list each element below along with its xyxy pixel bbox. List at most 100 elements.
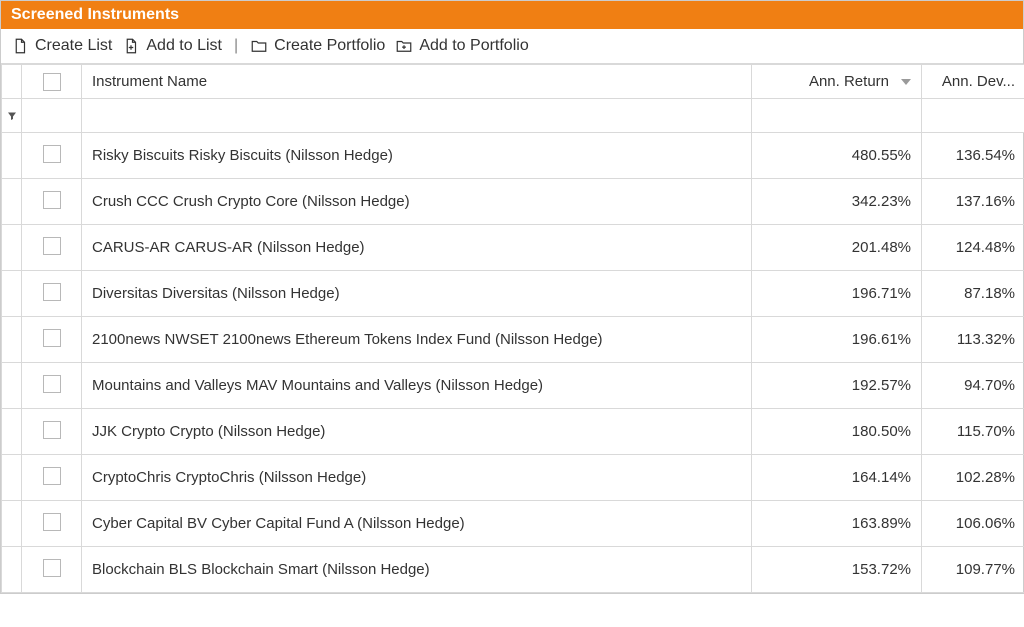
row-select-cell[interactable] [22, 363, 82, 409]
row-select-cell[interactable] [22, 409, 82, 455]
instrument-name-cell: Cyber Capital BV Cyber Capital Fund A (N… [82, 501, 752, 547]
folder-icon [250, 37, 268, 55]
instrument-name-cell: CryptoChris CryptoChris (Nilsson Hedge) [82, 455, 752, 501]
ann-return-cell: 342.23% [752, 179, 922, 225]
add-to-portfolio-label: Add to Portfolio [419, 37, 528, 55]
row-handle [2, 133, 22, 179]
ann-return-cell: 201.48% [752, 225, 922, 271]
row-handle [2, 225, 22, 271]
row-checkbox[interactable] [43, 421, 61, 439]
ann-dev-cell: 94.70% [922, 363, 1024, 409]
row-checkbox[interactable] [43, 559, 61, 577]
ann-dev-cell: 137.16% [922, 179, 1024, 225]
filter-icon [2, 99, 21, 132]
select-all-header[interactable] [22, 65, 82, 99]
row-checkbox[interactable] [43, 513, 61, 531]
column-label-ann-dev: Ann. Dev... [942, 73, 1015, 90]
row-select-cell[interactable] [22, 225, 82, 271]
row-handle [2, 547, 22, 593]
ann-dev-cell: 102.28% [922, 455, 1024, 501]
filter-handle-cell[interactable] [2, 99, 22, 133]
row-select-cell[interactable] [22, 179, 82, 225]
row-handle [2, 271, 22, 317]
row-checkbox[interactable] [43, 237, 61, 255]
row-checkbox[interactable] [43, 329, 61, 347]
ann-dev-cell: 124.48% [922, 225, 1024, 271]
filter-return-cell[interactable] [752, 99, 922, 133]
column-header-ann-return[interactable]: Ann. Return [752, 65, 922, 99]
column-header-instrument-name[interactable]: Instrument Name [82, 65, 752, 99]
create-portfolio-label: Create Portfolio [274, 37, 385, 55]
ann-return-cell: 180.50% [752, 409, 922, 455]
row-select-cell[interactable] [22, 501, 82, 547]
add-to-list-button[interactable]: Add to List [122, 37, 222, 55]
column-label-ann-return: Ann. Return [809, 73, 889, 90]
toolbar-separator: | [232, 37, 240, 55]
table-row[interactable]: 2100news NWSET 2100news Ethereum Tokens … [2, 317, 1024, 363]
ann-dev-cell: 115.70% [922, 409, 1024, 455]
add-to-list-label: Add to List [146, 37, 222, 55]
ann-return-cell: 196.71% [752, 271, 922, 317]
create-list-label: Create List [35, 37, 112, 55]
ann-return-cell: 192.57% [752, 363, 922, 409]
ann-dev-cell: 106.06% [922, 501, 1024, 547]
filter-dev-cell[interactable] [922, 99, 1024, 133]
instrument-name-cell: Diversitas Diversitas (Nilsson Hedge) [82, 271, 752, 317]
panel-title: Screened Instruments [1, 1, 1023, 29]
table-row[interactable]: JJK Crypto Crypto (Nilsson Hedge)180.50%… [2, 409, 1024, 455]
filter-check-cell [22, 99, 82, 133]
table-row[interactable]: Risky Biscuits Risky Biscuits (Nilsson H… [2, 133, 1024, 179]
instrument-name-cell: CARUS-AR CARUS-AR (Nilsson Hedge) [82, 225, 752, 271]
row-checkbox[interactable] [43, 467, 61, 485]
instrument-name-cell: Crush CCC Crush Crypto Core (Nilsson Hed… [82, 179, 752, 225]
row-handle [2, 363, 22, 409]
table-row[interactable]: Mountains and Valleys MAV Mountains and … [2, 363, 1024, 409]
add-to-portfolio-button[interactable]: Add to Portfolio [395, 37, 528, 55]
ann-dev-cell: 87.18% [922, 271, 1024, 317]
row-handle [2, 409, 22, 455]
ann-dev-cell: 136.54% [922, 133, 1024, 179]
row-select-cell[interactable] [22, 271, 82, 317]
table-row[interactable]: CryptoChris CryptoChris (Nilsson Hedge)1… [2, 455, 1024, 501]
table-row[interactable]: Blockchain BLS Blockchain Smart (Nilsson… [2, 547, 1024, 593]
row-select-cell[interactable] [22, 547, 82, 593]
ann-dev-cell: 109.77% [922, 547, 1024, 593]
select-all-checkbox[interactable] [43, 73, 61, 91]
table-row[interactable]: CARUS-AR CARUS-AR (Nilsson Hedge)201.48%… [2, 225, 1024, 271]
ann-return-cell: 480.55% [752, 133, 922, 179]
row-handle [2, 317, 22, 363]
create-portfolio-button[interactable]: Create Portfolio [250, 37, 385, 55]
instrument-name-cell: Risky Biscuits Risky Biscuits (Nilsson H… [82, 133, 752, 179]
add-folder-icon [395, 37, 413, 55]
row-checkbox[interactable] [43, 145, 61, 163]
row-select-cell[interactable] [22, 133, 82, 179]
instrument-name-cell: Mountains and Valleys MAV Mountains and … [82, 363, 752, 409]
row-checkbox[interactable] [43, 191, 61, 209]
toolbar: Create List Add to List | Create Portfol… [1, 29, 1023, 64]
sort-descending-icon [901, 79, 911, 85]
table-row[interactable]: Crush CCC Crush Crypto Core (Nilsson Hed… [2, 179, 1024, 225]
column-label-instrument-name: Instrument Name [92, 73, 207, 90]
filter-name-cell[interactable] [82, 99, 752, 133]
table-row[interactable]: Cyber Capital BV Cyber Capital Fund A (N… [2, 501, 1024, 547]
table-header-row: Instrument Name Ann. Return Ann. Dev... [2, 65, 1024, 99]
new-file-icon [11, 37, 29, 55]
ann-return-cell: 164.14% [752, 455, 922, 501]
instrument-name-cell: 2100news NWSET 2100news Ethereum Tokens … [82, 317, 752, 363]
instruments-table: Instrument Name Ann. Return Ann. Dev... [1, 64, 1024, 593]
table-filter-row [2, 99, 1024, 133]
create-list-button[interactable]: Create List [11, 37, 112, 55]
column-header-ann-dev[interactable]: Ann. Dev... [922, 65, 1024, 99]
row-select-cell[interactable] [22, 317, 82, 363]
row-checkbox[interactable] [43, 375, 61, 393]
ann-return-cell: 153.72% [752, 547, 922, 593]
row-checkbox[interactable] [43, 283, 61, 301]
instrument-name-cell: Blockchain BLS Blockchain Smart (Nilsson… [82, 547, 752, 593]
row-handle-header [2, 65, 22, 99]
row-handle [2, 501, 22, 547]
add-file-icon [122, 37, 140, 55]
row-handle [2, 455, 22, 501]
table-row[interactable]: Diversitas Diversitas (Nilsson Hedge)196… [2, 271, 1024, 317]
row-select-cell[interactable] [22, 455, 82, 501]
ann-dev-cell: 113.32% [922, 317, 1024, 363]
